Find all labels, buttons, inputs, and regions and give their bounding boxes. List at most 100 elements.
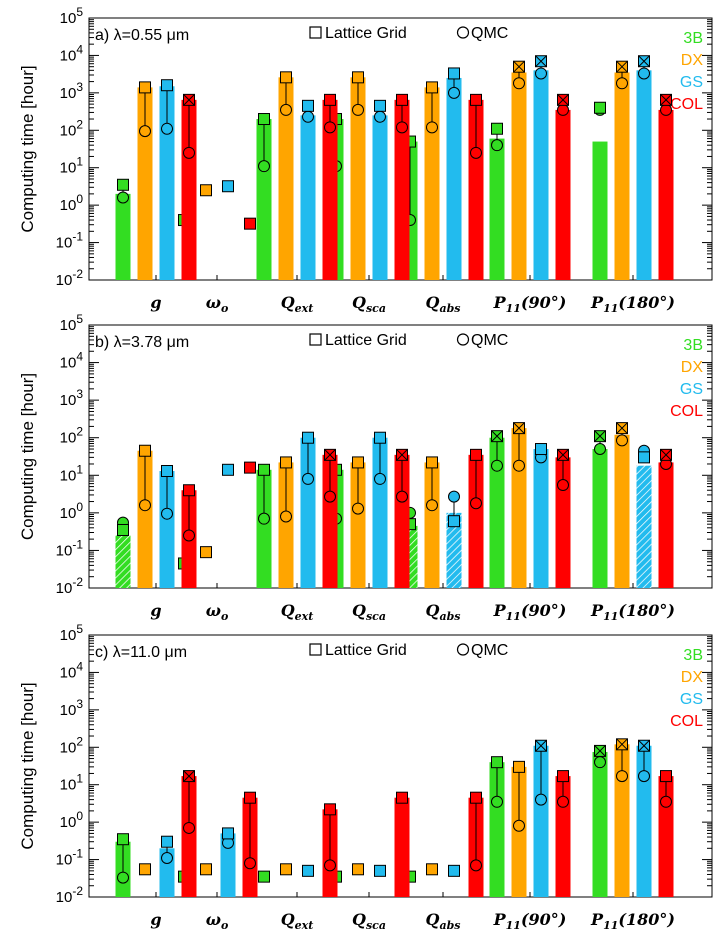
bar-3b <box>115 535 131 588</box>
panel-2: 10-2 10-1 100 101 102 103 104 105 Computing time… <box>18 312 713 623</box>
lattice-marker <box>258 870 270 883</box>
legend-method-col: COL <box>670 96 703 113</box>
bar-dx <box>350 77 366 280</box>
qmc-marker <box>139 499 151 512</box>
bar-col <box>394 797 410 897</box>
lattice-marker <box>244 217 256 230</box>
panel-title: c) λ=11.0 μm <box>95 644 187 661</box>
y-tick-label: 101 <box>60 462 84 484</box>
lattice-marker <box>374 99 386 112</box>
y-axis-label: Computing time [hour] <box>18 373 37 540</box>
legend-label-lattice: Lattice Grid <box>325 332 407 349</box>
lattice-cross <box>513 422 525 434</box>
lattice-cross <box>324 448 336 461</box>
qmc-marker <box>470 497 482 510</box>
y-tick-label: 10-1 <box>56 230 84 252</box>
lattice-marker <box>396 93 408 106</box>
lattice-marker <box>426 81 438 94</box>
qmc-marker <box>513 459 525 472</box>
category-label: Qext <box>281 910 314 932</box>
category-label: Qabs <box>426 293 461 315</box>
lattice-marker <box>352 456 364 469</box>
lattice-cross <box>594 745 606 757</box>
category-label: P11(90°) <box>493 601 567 623</box>
bar-dx <box>614 744 630 897</box>
qmc-marker <box>258 160 270 173</box>
legend-method-3b: 3B <box>683 337 703 354</box>
bar-col <box>658 462 674 588</box>
legend-circle-marker <box>456 643 470 656</box>
y-tick-label: 104 <box>60 659 84 681</box>
legend-label-qmc: QMC <box>471 642 508 659</box>
legend-method-3b: 3B <box>683 647 703 664</box>
bar-dx <box>350 462 366 588</box>
bar-col <box>181 776 197 897</box>
bar-dx <box>278 77 294 280</box>
y-tick-label: 102 <box>60 117 84 139</box>
lattice-cross <box>535 55 547 68</box>
qmc-marker <box>117 191 129 204</box>
lattice-marker <box>200 184 212 197</box>
legend-label-lattice: Lattice Grid <box>325 642 407 659</box>
lattice-marker <box>302 431 314 444</box>
lattice-marker <box>594 101 606 114</box>
y-axis-label: Computing time [hour] <box>18 65 37 232</box>
qmc-marker <box>660 795 672 808</box>
y-tick-label: 104 <box>60 42 84 64</box>
qmc-marker <box>258 512 270 525</box>
qmc-marker <box>302 472 314 485</box>
qmc-marker <box>396 490 408 503</box>
qmc-marker <box>161 122 173 135</box>
qmc-marker <box>557 795 569 808</box>
lattice-marker <box>161 835 173 848</box>
bar-3b <box>489 762 505 897</box>
bar-gs <box>636 745 652 897</box>
category-label: ωo <box>206 293 229 315</box>
y-tick-label: 102 <box>60 425 84 447</box>
bar-gs <box>159 471 175 588</box>
bar-dx <box>614 72 630 280</box>
lattice-cross <box>660 94 672 106</box>
qmc-marker <box>244 857 256 870</box>
qmc-marker <box>448 490 460 503</box>
bar-3b <box>489 437 505 588</box>
y-tick-label: 100 <box>60 500 84 522</box>
lattice-marker <box>244 461 256 474</box>
legend-method-gs: GS <box>680 691 703 708</box>
lattice-marker <box>302 864 314 877</box>
qmc-marker <box>324 121 336 134</box>
qmc-marker <box>491 795 503 808</box>
bar-gs <box>159 86 175 280</box>
legend-square-marker <box>309 333 322 346</box>
qmc-marker <box>183 529 195 542</box>
bar-gs <box>220 833 236 897</box>
bar-dx <box>511 766 527 897</box>
category-label: ωo <box>206 910 229 932</box>
qmc-marker <box>616 434 628 447</box>
lattice-marker <box>660 770 672 783</box>
lattice-cross <box>183 94 195 106</box>
qmc-marker <box>374 472 386 485</box>
y-tick-label: 10-2 <box>56 267 84 289</box>
panel-1: 10-2 10-1 100 101 102 103 104 105 Computing time… <box>18 5 713 315</box>
bar-gs <box>533 449 549 588</box>
bar-col <box>322 99 338 280</box>
bar-gs <box>446 77 462 280</box>
qmc-marker <box>324 859 336 872</box>
lattice-cross <box>535 739 547 752</box>
bar-col <box>555 457 571 588</box>
lattice-marker <box>324 93 336 106</box>
bar-gs <box>636 70 652 280</box>
qmc-marker <box>352 103 364 116</box>
bar-col <box>322 454 338 588</box>
qmc-marker <box>616 770 628 783</box>
legend-circle-marker <box>456 26 470 39</box>
qmc-marker <box>535 793 547 806</box>
lattice-cross <box>616 422 628 434</box>
bar-gs <box>533 745 549 897</box>
legend-method-gs: GS <box>680 74 703 91</box>
category-label: Qext <box>281 601 314 623</box>
legend-method-dx: DX <box>681 52 704 69</box>
qmc-marker <box>280 103 292 116</box>
lattice-marker <box>374 864 386 877</box>
